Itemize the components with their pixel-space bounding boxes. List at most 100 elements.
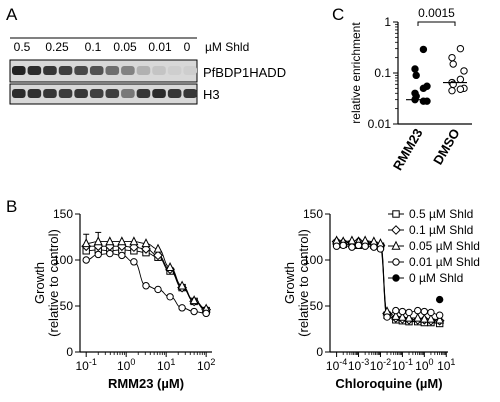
panel-b-right-point — [435, 314, 445, 324]
panel-b-left-y-tick-label: 0 — [66, 345, 73, 359]
panel-b-left-point — [142, 282, 150, 290]
panel-b-right-point — [435, 311, 444, 319]
panel-b-right-point — [332, 242, 341, 250]
panel-c-point — [456, 44, 465, 53]
panel-b-right-x-tick-label: 10-4 — [326, 357, 347, 373]
panel-b-left-point — [105, 236, 115, 246]
panel-b-right-point — [398, 307, 407, 316]
panel-c-category-label: RMM23 — [390, 126, 426, 173]
blot-band-bottom — [58, 89, 73, 98]
panel-b-left-y-axis-label-2: (relative to control) — [46, 229, 61, 337]
panel-c-point — [412, 71, 420, 80]
blot-band-top — [74, 66, 88, 75]
legend-label: 0.1 µM Shld — [409, 223, 473, 237]
panel-b-right-x-tick-label: 101 — [437, 357, 455, 373]
panel-b-right-point — [414, 306, 422, 315]
blot-band-bottom — [12, 89, 26, 98]
blot-unit-label: µM Shld — [205, 40, 249, 54]
blot-band-bottom — [152, 89, 166, 98]
panel-b-left-point — [165, 262, 175, 272]
panel-b-left-y-tick-label: 150 — [53, 207, 73, 221]
blot-concentration-label: 0.01 — [148, 40, 172, 54]
blot-band-top — [89, 66, 104, 75]
panel-b-left-point — [106, 249, 114, 258]
blot-concentration-label: 0 — [184, 40, 191, 54]
panel-b-right-point — [370, 243, 378, 251]
blot-band-bottom — [89, 89, 104, 98]
panel-b-left-point — [154, 285, 162, 294]
panel-label-a: A — [6, 5, 18, 24]
panel-b-left-x-tick-label: 101 — [157, 357, 175, 373]
panel-b-right-point — [392, 306, 400, 315]
panel-b-right-point — [376, 245, 385, 253]
legend-marker — [391, 225, 401, 235]
panel-c-point — [411, 65, 419, 73]
panel-c-chart: 0.01 0.1 1 relative enrichment RMM23 DMSO 0.00… — [349, 6, 472, 173]
panel-c-point — [460, 67, 468, 75]
panel-c-point — [448, 86, 456, 95]
panel-b-left-point — [189, 295, 199, 305]
panel-b-left-point — [141, 238, 151, 248]
blot-band-top — [27, 66, 42, 75]
panel-b-right-point — [426, 313, 436, 323]
panel-b-right-y-tick-label: 100 — [303, 253, 323, 267]
panel-b-right-y-tick-label: 0 — [316, 345, 323, 359]
legend-label: 0 µM Shld — [409, 271, 463, 285]
panel-b-right-point — [354, 241, 363, 249]
panel-c-p-value: 0.0015 — [418, 6, 455, 20]
blot-band-top — [121, 66, 135, 75]
panel-b-left-point — [153, 243, 163, 253]
blot-band-bottom — [74, 89, 88, 98]
panel-c-point — [448, 53, 456, 62]
panel-b-left-point — [141, 244, 151, 254]
panel-c-point — [456, 85, 465, 93]
panel-b-left-point — [117, 236, 127, 246]
panel-b-right-point — [413, 312, 423, 322]
blot-band-bottom — [183, 89, 197, 98]
panel-b-right-point — [405, 308, 413, 317]
panel-b-left-y-tick-label: 100 — [53, 253, 73, 267]
panel-b-left-point — [82, 256, 90, 264]
legend-label: 0.05 µM Shld — [409, 239, 480, 253]
blot-band-top — [167, 66, 182, 75]
panel-b-left-x-tick-label: 10-1 — [76, 357, 97, 373]
panel-c-y-tick-label: 1 — [384, 15, 391, 29]
panel-b-left-x-axis-label: RMM23 (µM) — [108, 376, 184, 391]
panel-b-right-point — [347, 235, 357, 245]
legend-marker — [392, 210, 400, 218]
panel-b-right-point — [361, 242, 369, 250]
panel-b-left-x-tick-label: 102 — [197, 357, 215, 373]
panel-b-left-point — [93, 236, 103, 246]
panel-b-right-point — [420, 307, 429, 316]
panel-c-point — [449, 60, 457, 68]
panel-b-right-y-axis-label-2: (relative to control) — [296, 229, 311, 337]
panel-c-y-tick-label: 0.01 — [368, 117, 392, 131]
panel-b-right-point — [383, 313, 391, 321]
panel-b-right-point — [391, 310, 401, 320]
panel-b-left-chart: 0 50 100 150 10-1 100 101 102 Growth (relative to… — [32, 207, 215, 391]
panel-c-point — [419, 97, 428, 105]
panel-b-left-point — [129, 236, 139, 246]
panel-b-right-y-tick-label: 150 — [303, 207, 323, 221]
blot-concentration-label: 0.05 — [113, 40, 137, 54]
panel-c-point — [419, 45, 428, 54]
panel-b-left-point — [153, 250, 163, 261]
panel-b-left-point — [94, 250, 102, 259]
panel-b-left-y-axis-label: Growth — [32, 262, 47, 304]
legend-marker — [391, 240, 401, 250]
panel-b-right-point — [419, 313, 429, 323]
panel-b-right-y-axis-label: Growth — [282, 262, 297, 304]
legend-label: 0.01 µM Shld — [409, 255, 480, 269]
panel-b-left-x-tick-label: 100 — [117, 357, 135, 373]
blot-band-bottom — [121, 89, 135, 98]
panel-b-right-x-tick-label: 10-2 — [370, 357, 391, 373]
panel-c-point — [419, 84, 428, 93]
panel-c-y-tick-label: 0.1 — [374, 66, 391, 80]
blot-band-top — [12, 66, 26, 75]
blot-band-bottom — [27, 89, 42, 98]
panel-b-left-point — [166, 293, 174, 301]
panel-b-left-point — [81, 238, 91, 248]
western-blot: 0.5 0.25 0.1 0.05 0.01 0 µM Shld PfBDP1HADD H… — [9, 37, 286, 105]
panel-b-right-x-tick-label: 100 — [415, 357, 433, 373]
